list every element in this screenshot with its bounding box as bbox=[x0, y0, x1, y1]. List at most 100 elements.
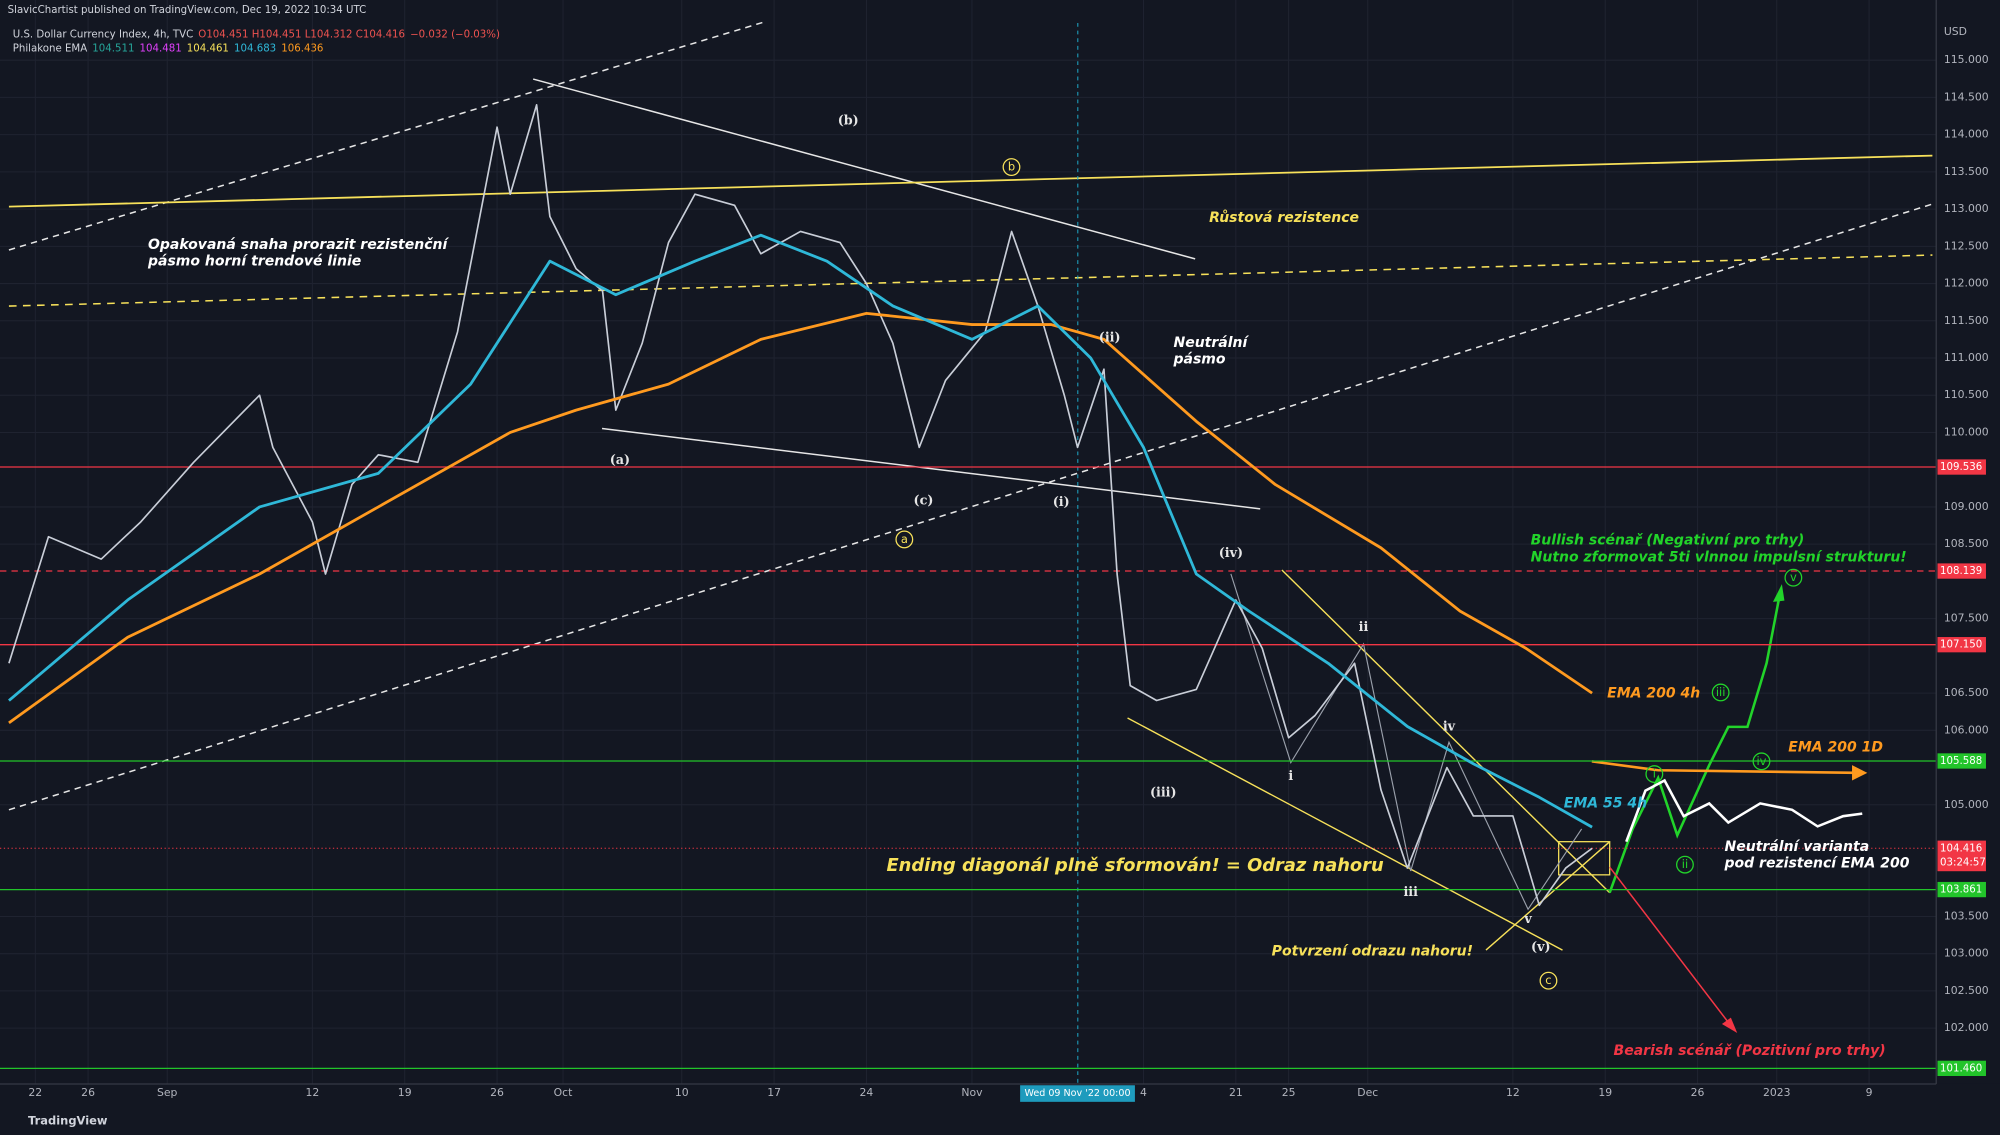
current-price-tag bbox=[1937, 840, 1986, 872]
currency: USD bbox=[1944, 25, 1967, 38]
annotation: pod rezistencí EMA 200 bbox=[1723, 855, 1909, 871]
x-tick-label: 19 bbox=[1598, 1086, 1612, 1099]
indicator-value: 104.461 bbox=[187, 43, 229, 54]
x-tick-label: 10 bbox=[675, 1086, 689, 1099]
x-tick-label: Dec bbox=[1357, 1086, 1378, 1099]
channel-line bbox=[8, 20, 766, 251]
y-tick-label: 113.000 bbox=[1944, 202, 1989, 215]
y-tick-label: 114.500 bbox=[1944, 90, 1989, 103]
x-tick-label: 24 bbox=[860, 1086, 874, 1099]
annotation: Neutrální bbox=[1173, 335, 1249, 351]
wave-label: ii bbox=[1359, 620, 1369, 635]
annotation: pásmo bbox=[1172, 352, 1225, 368]
x-tick-label: 22 bbox=[28, 1086, 42, 1099]
x-tick-label: 2023 bbox=[1763, 1086, 1791, 1099]
circled-label: v bbox=[1790, 570, 1797, 584]
plot bbox=[8, 103, 1593, 907]
indicator-value: 104.511 bbox=[92, 43, 134, 54]
y-tick-label: 114.000 bbox=[1944, 128, 1989, 141]
annotation: EMA 200 1D bbox=[1788, 739, 1883, 755]
x-tick-label: 4 bbox=[1140, 1086, 1147, 1099]
diagonal-line bbox=[1281, 569, 1611, 894]
y-tick-label: 109.000 bbox=[1944, 500, 1989, 513]
x-tick-label: 26 bbox=[1691, 1086, 1705, 1099]
indicator-value: 106.436 bbox=[281, 43, 323, 54]
bullish-path bbox=[1608, 596, 1781, 894]
grid bbox=[0, 0, 1937, 1084]
series-line bbox=[8, 233, 1593, 829]
indicator-value: 104.481 bbox=[140, 43, 182, 54]
circled-label: iii bbox=[1716, 685, 1726, 699]
level-label: 107.150 bbox=[1940, 640, 1982, 651]
publisher: SlavicChartist published on TradingView.… bbox=[8, 5, 367, 16]
wave-label: (iii) bbox=[1150, 786, 1177, 801]
time-axis bbox=[0, 1083, 2000, 1135]
circle bbox=[1711, 683, 1730, 702]
series-line bbox=[8, 311, 1593, 724]
y-tick-label: 107.500 bbox=[1944, 612, 1989, 625]
x-tick-label: 17 bbox=[767, 1086, 781, 1099]
levels bbox=[0, 466, 1937, 1069]
annotation: Růstová rezistence bbox=[1209, 209, 1359, 226]
drawings bbox=[8, 20, 1933, 1084]
x-tick-label: 25 bbox=[1282, 1086, 1296, 1099]
y-tick-label: 102.000 bbox=[1944, 1021, 1989, 1034]
level-tag bbox=[1937, 563, 1986, 579]
wave-path bbox=[1230, 573, 1583, 911]
circle bbox=[1645, 765, 1664, 784]
x-tick-label: 12 bbox=[305, 1086, 319, 1099]
circle bbox=[895, 530, 914, 549]
x-tick-label: 26 bbox=[81, 1086, 95, 1099]
annotation: Bearish scénář (Pozitivní pro trhy) bbox=[1614, 1043, 1886, 1059]
circled-label: b bbox=[1008, 160, 1015, 174]
circled-label: iv bbox=[1756, 754, 1766, 768]
y-tick-label: 115.000 bbox=[1944, 53, 1989, 66]
y-tick-label: 103.500 bbox=[1944, 909, 1989, 922]
arrow-head bbox=[1852, 765, 1868, 781]
box bbox=[1558, 841, 1611, 876]
circled-label: a bbox=[901, 532, 908, 546]
indicator: Philakone EMA 104.511 104.481 104.461 104.68… bbox=[13, 43, 324, 54]
y-tick-label: 110.500 bbox=[1944, 388, 1989, 401]
symbol-name: U.S. Dollar Currency Index, 4h, TVC bbox=[13, 29, 193, 40]
circle bbox=[1539, 971, 1558, 990]
x-tick-label: 26 bbox=[490, 1086, 504, 1099]
y-tick-label: 110.000 bbox=[1944, 425, 1989, 438]
level-label: 105.588 bbox=[1940, 756, 1982, 767]
x-tick-label: Nov bbox=[961, 1086, 983, 1099]
level-label: 101.460 bbox=[1940, 1063, 1982, 1074]
circled-label: ii bbox=[1682, 857, 1688, 871]
level-tag bbox=[1937, 1060, 1986, 1077]
countdown: 03:24:57 bbox=[1940, 857, 1986, 868]
y-tick-label: 106.500 bbox=[1944, 686, 1989, 699]
resistance-line bbox=[8, 154, 1933, 208]
y-tick-label: 105.000 bbox=[1944, 798, 1989, 811]
x-tick-label: Oct bbox=[554, 1086, 573, 1099]
wave-label: (a) bbox=[610, 453, 630, 468]
footer: TradingView bbox=[28, 1113, 108, 1127]
diagonal-line bbox=[1127, 717, 1563, 951]
indicator-value: 104.683 bbox=[234, 43, 276, 54]
wave-labels: (b) (a) (c) (i) (ii) (iii) (iv) (v) i ii… bbox=[610, 114, 1551, 955]
y-tick-label: 111.000 bbox=[1944, 351, 1989, 364]
level-tag bbox=[1937, 753, 1986, 769]
channel-line bbox=[8, 203, 1933, 811]
bearish-path bbox=[1609, 866, 1731, 1025]
wave-label: iii bbox=[1403, 885, 1418, 900]
annotation: Bullish scénař (Negativní pro trhy) bbox=[1531, 533, 1805, 549]
y-tick-label: 113.500 bbox=[1944, 165, 1989, 178]
symbol: U.S. Dollar Currency Index, 4h, TVC O104.… bbox=[13, 29, 500, 40]
current-price-label: 104.416 bbox=[1940, 843, 1982, 854]
level-tag bbox=[1937, 459, 1986, 475]
x-tick-label: 21 bbox=[1229, 1086, 1243, 1099]
series-line bbox=[8, 103, 1593, 907]
annotation: EMA 200 4h bbox=[1607, 686, 1700, 702]
neutral-path bbox=[1625, 778, 1863, 843]
wave-label: (b) bbox=[838, 114, 859, 129]
level-label: 109.536 bbox=[1940, 462, 1982, 473]
annotation: Ending diagonál plně sformován! = Odraz … bbox=[886, 855, 1384, 876]
arrow-head bbox=[1772, 584, 1785, 602]
